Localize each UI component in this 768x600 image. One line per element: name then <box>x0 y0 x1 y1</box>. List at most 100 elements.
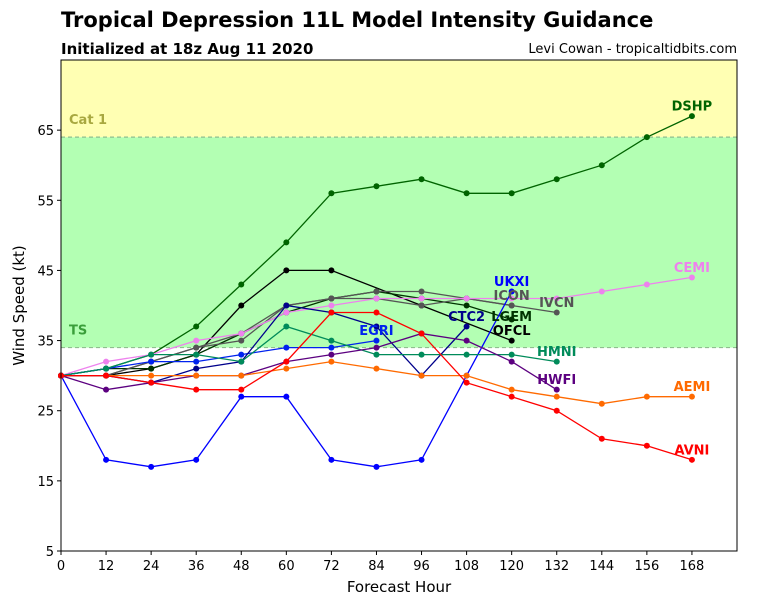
y-tick-label: 65 <box>37 124 54 139</box>
data-point-ofcl <box>283 267 290 274</box>
data-point-hmni <box>508 351 515 358</box>
data-point-avni <box>283 358 290 365</box>
data-point-aemi <box>418 372 425 379</box>
data-point-ukxi <box>328 456 335 463</box>
data-point-ctc2 <box>463 323 470 330</box>
series-layer <box>58 113 695 470</box>
data-point-dshp <box>688 113 695 120</box>
data-point-dshp <box>193 323 200 330</box>
data-point-hmni <box>283 323 290 330</box>
data-point-cemi <box>508 295 515 302</box>
data-point-egri <box>193 358 200 365</box>
data-point-hmni <box>103 365 110 372</box>
data-point-avni <box>553 407 560 414</box>
data-point-cemi <box>463 295 470 302</box>
data-point-dshp <box>238 281 245 288</box>
data-point-ukxi <box>373 463 380 470</box>
x-tick-label: 72 <box>323 559 340 574</box>
data-point-hwfi <box>553 386 560 393</box>
data-point-dshp <box>508 190 515 197</box>
series-line-ivcn <box>61 290 557 377</box>
chart-credit: Levi Cowan - tropicaltidbits.com <box>528 42 737 57</box>
data-point-avni <box>688 456 695 463</box>
data-point-hmni <box>328 337 335 344</box>
data-point-cemi <box>103 358 110 365</box>
data-point-lgem <box>508 316 515 323</box>
data-point-cemi <box>193 337 200 344</box>
data-point-ukxi <box>148 463 155 470</box>
data-point-ukxi <box>103 456 110 463</box>
data-point-ofcl <box>508 337 515 344</box>
chart-title: Tropical Depression 11L Model Intensity … <box>61 8 654 32</box>
series-label-hmni: HMNI <box>537 345 577 360</box>
data-point-ivcn <box>193 344 200 351</box>
data-point-aemi <box>283 365 290 372</box>
data-point-cemi <box>328 302 335 309</box>
data-point-avni <box>148 379 155 386</box>
data-point-hmni <box>373 351 380 358</box>
data-point-aemi <box>463 372 470 379</box>
data-point-avni <box>373 309 380 316</box>
x-tick-label: 48 <box>233 559 250 574</box>
data-point-cemi <box>598 288 605 295</box>
band-cat-1 <box>61 60 737 138</box>
data-point-aemi <box>643 393 650 400</box>
data-point-hmni <box>193 351 200 358</box>
data-point-aemi <box>688 393 695 400</box>
data-point-ivcn <box>418 288 425 295</box>
band-label-ts: TS <box>69 324 87 339</box>
data-point-avni <box>508 393 515 400</box>
x-tick-label: 96 <box>413 559 430 574</box>
x-tick-label: 0 <box>57 559 65 574</box>
x-axis: 0 12 24 36 48 60 72 84 96 108 120 132 144 156 168 <box>57 551 704 574</box>
data-point-lgem <box>463 302 470 309</box>
data-point-hmni <box>418 351 425 358</box>
data-point-ivcn <box>553 309 560 316</box>
series-label-hwfi: HWFI <box>537 373 576 388</box>
data-point-avni <box>643 442 650 449</box>
data-point-avni <box>598 435 605 442</box>
x-tick-label: 36 <box>188 559 205 574</box>
data-point-icon <box>238 337 245 344</box>
data-point-egri <box>373 337 380 344</box>
data-point-egri <box>283 344 290 351</box>
data-point-hwfi <box>463 337 470 344</box>
data-point-avni <box>463 379 470 386</box>
data-point-avni <box>418 330 425 337</box>
x-tick-label: 12 <box>98 559 115 574</box>
data-point-ukxi <box>193 456 200 463</box>
data-point-hwfi <box>103 386 110 393</box>
data-point-ctc2 <box>283 302 290 309</box>
y-tick-label: 35 <box>37 335 54 350</box>
series-label-dshp: DSHP <box>672 100 713 115</box>
data-point-ukxi <box>238 393 245 400</box>
data-point-icon <box>418 302 425 309</box>
series-label-lgem: LGEM <box>491 310 532 325</box>
data-point-ivcn <box>373 288 380 295</box>
data-point-dshp <box>643 134 650 141</box>
data-point-ukxi <box>418 456 425 463</box>
band-label-cat-1: Cat 1 <box>69 113 107 128</box>
data-point-cemi <box>418 295 425 302</box>
data-point-ivcn <box>328 295 335 302</box>
data-point-aemi <box>598 400 605 407</box>
x-tick-label: 156 <box>634 559 659 574</box>
x-tick-label: 24 <box>143 559 160 574</box>
data-point-hwfi <box>373 344 380 351</box>
data-point-aemi <box>328 358 335 365</box>
y-axis: 5 15 25 35 45 55 65 <box>37 124 61 560</box>
data-point-lgem <box>148 365 155 372</box>
data-point-ivcn <box>508 302 515 309</box>
data-point-avni <box>103 372 110 379</box>
series-aemi <box>58 358 695 407</box>
data-point-dshp <box>283 239 290 246</box>
data-point-hmni <box>148 351 155 358</box>
series-label-ukxi: UKXI <box>494 275 530 290</box>
data-point-hmni <box>553 358 560 365</box>
series-line-hmni <box>60 325 557 377</box>
data-point-aemi <box>238 372 245 379</box>
chart-subtitle: Initialized at 18z Aug 11 2020 <box>61 40 314 58</box>
y-tick-label: 15 <box>37 475 54 490</box>
